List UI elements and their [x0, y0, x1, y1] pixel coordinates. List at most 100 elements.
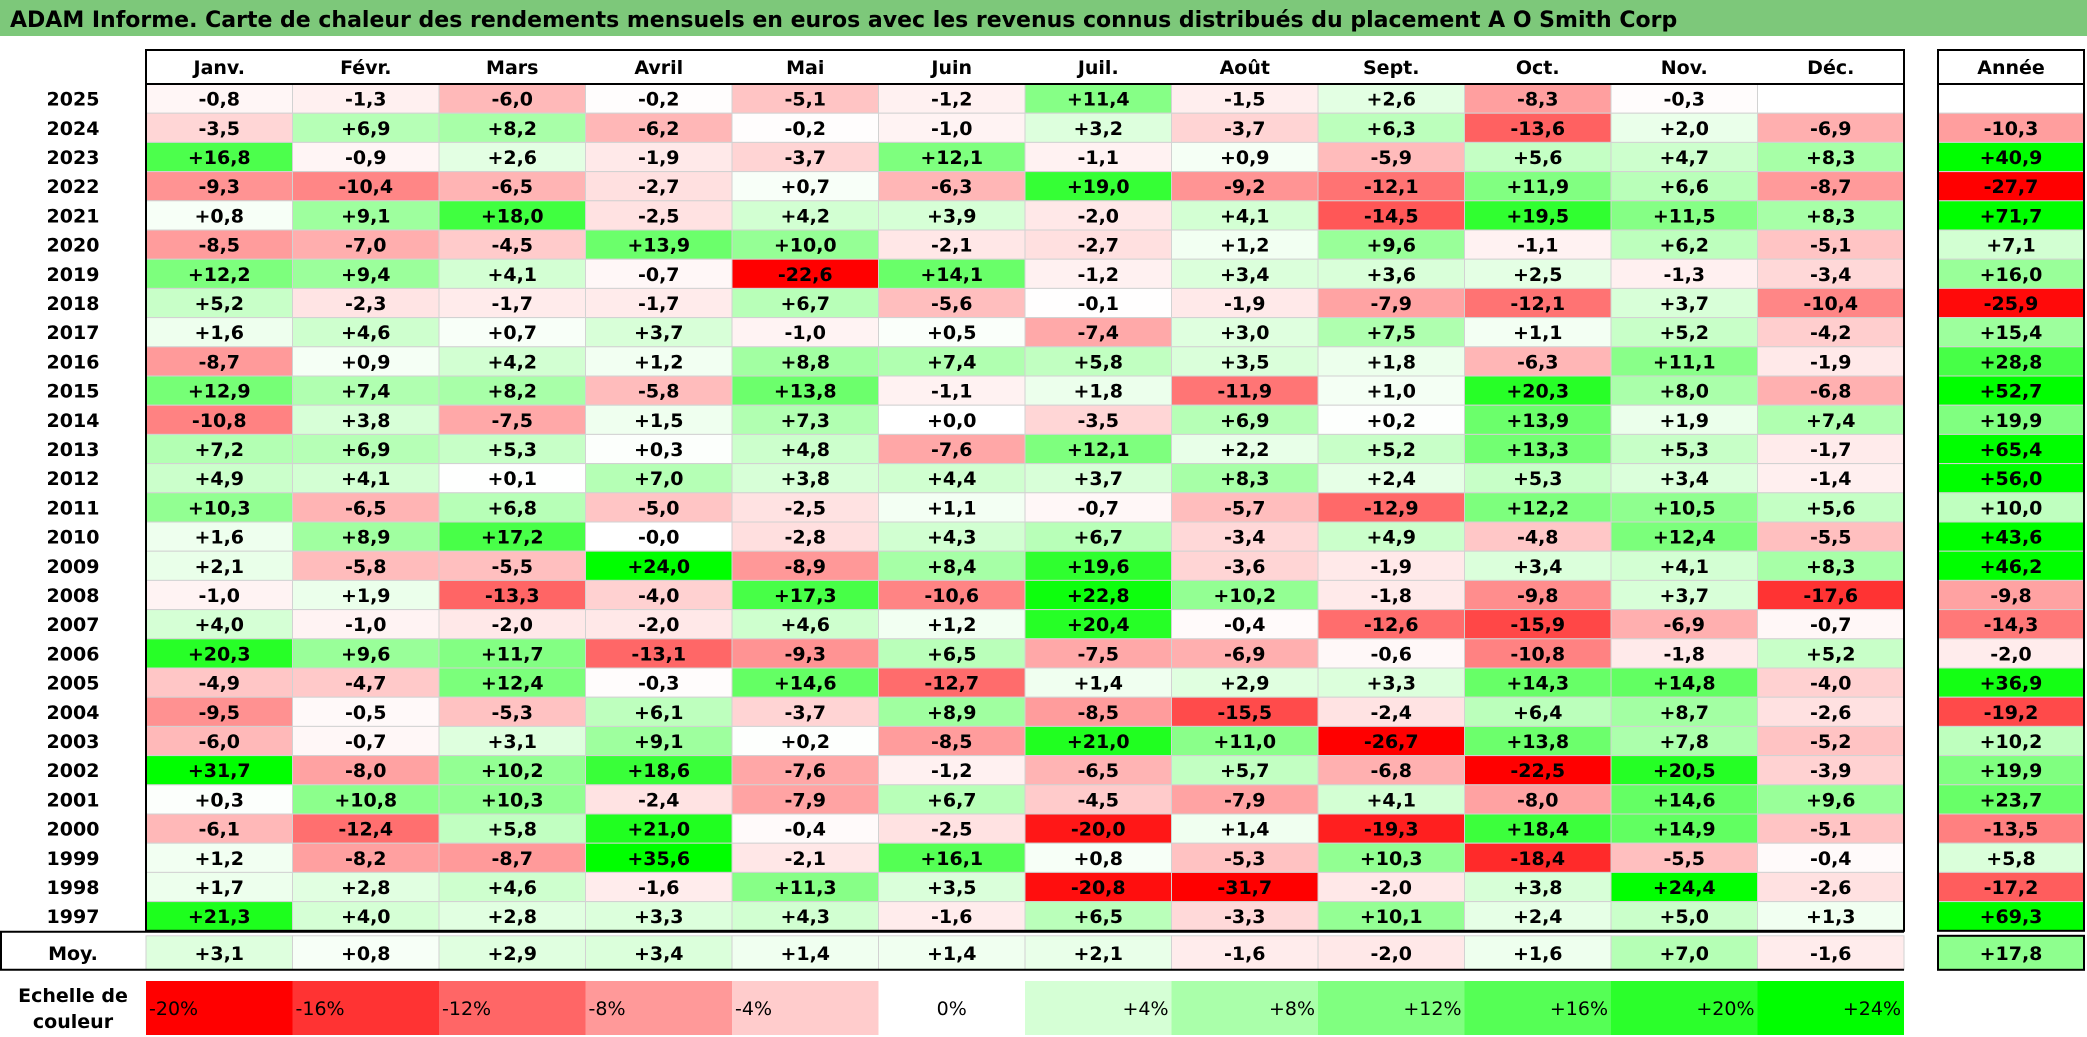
cell-value: -0,2: [784, 118, 826, 140]
annual-value: +10,2: [1980, 731, 2043, 753]
heatmap-cell: [438, 901, 586, 932]
heatmap-cell: [1464, 609, 1612, 640]
cell-value: -0,7: [345, 731, 387, 753]
annual-cell: [1937, 784, 2085, 815]
heatmap-cell: [145, 725, 293, 757]
heatmap-cell: [1757, 492, 1905, 523]
cell-value: -4,5: [1077, 789, 1119, 811]
scale-stop-label: +12%: [1403, 998, 1461, 1020]
year-label: 2018: [47, 293, 100, 315]
year-label: 2011: [47, 497, 100, 519]
cell-value: -2,3: [345, 293, 387, 315]
heatmap-cell: [1171, 842, 1319, 873]
cell-value: -5,1: [1810, 235, 1852, 257]
cell-value: -8,7: [1810, 176, 1852, 198]
heatmap-cell: [1464, 287, 1612, 319]
cell-value: +14,1: [920, 264, 983, 286]
cell-value: +1,2: [194, 848, 244, 870]
cell-value: +10,2: [1213, 585, 1276, 607]
cell-value: +3,8: [341, 410, 391, 432]
cell-value: -6,5: [345, 497, 387, 519]
cell-value: +21,3: [188, 906, 251, 928]
cell-value: +0,3: [194, 789, 244, 811]
cell-value: +1,9: [1659, 410, 1709, 432]
cell-value: -12,1: [1510, 293, 1565, 315]
heatmap-cell: [878, 346, 1026, 377]
cell-value: +8,8: [780, 351, 830, 373]
year-label: 1998: [47, 877, 100, 899]
heatmap-cell: [292, 83, 440, 114]
heatmap-cell: [292, 725, 440, 757]
cell-value: +7,5: [1366, 322, 1416, 344]
cell-value: +6,9: [341, 439, 391, 461]
cell-value: +3,7: [1659, 293, 1709, 315]
cell-value: +4,6: [780, 614, 830, 636]
cell-value: +20,4: [1067, 614, 1130, 636]
cell-value: -0,9: [345, 147, 387, 169]
scale-stop-label: -12%: [442, 998, 491, 1020]
heatmap-cell: [1464, 141, 1612, 173]
annual-value: +23,7: [1980, 789, 2043, 811]
cell-value: +5,0: [1659, 906, 1709, 928]
heatmap-cell: [1024, 609, 1172, 640]
cell-value: -5,0: [638, 497, 680, 519]
average-cell: [1024, 935, 1172, 971]
scale-swatch: [1025, 981, 1172, 1035]
cell-value: -2,7: [638, 176, 680, 198]
cell-value: -5,5: [1663, 848, 1705, 870]
cell-value: +0,0: [927, 410, 977, 432]
cell-value: +9,6: [341, 643, 391, 665]
cell-value: +4,1: [1220, 205, 1270, 227]
cell-value: -1,3: [345, 89, 387, 111]
cell-value: +0,7: [780, 176, 830, 198]
heatmap-cell: [585, 171, 733, 202]
cell-value: -18,4: [1510, 848, 1565, 870]
annual-cell: [1937, 317, 2085, 348]
cell-value: +1,9: [341, 585, 391, 607]
heatmap-cell: [438, 83, 586, 114]
cell-value: +2,8: [487, 906, 537, 928]
heatmap-cell: [731, 463, 879, 494]
heatmap-cell: [1610, 141, 1758, 173]
heatmap-cell: [1317, 433, 1465, 465]
cell-value: +0,2: [780, 731, 830, 753]
heatmap-cell: [1610, 229, 1758, 260]
cell-value: -6,5: [1077, 760, 1119, 782]
annual-value: +19,9: [1980, 410, 2043, 432]
cell-value: +3,4: [1513, 556, 1563, 578]
cell-value: +12,2: [1506, 497, 1569, 519]
cell-value: +11,4: [1067, 89, 1130, 111]
cell-value: +18,4: [1506, 819, 1569, 841]
cell-value: +4,0: [341, 906, 391, 928]
heatmap-cell: [1171, 463, 1319, 494]
heatmap-cell: [438, 492, 586, 523]
heatmap-cell: [292, 871, 440, 903]
cell-value: +1,2: [634, 351, 684, 373]
cell-value: +14,9: [1653, 819, 1716, 841]
heatmap-cell: [1464, 725, 1612, 757]
heatmap-cell: [1464, 112, 1612, 143]
cell-value: +1,1: [1513, 322, 1563, 344]
cell-value: -6,9: [1810, 118, 1852, 140]
cell-value: -1,9: [638, 147, 680, 169]
cell-value: -3,3: [1224, 906, 1266, 928]
cell-value: +8,3: [1806, 205, 1856, 227]
heatmap-cell: [585, 550, 733, 581]
heatmap-cell: [1757, 901, 1905, 932]
annual-cell: [1937, 83, 2085, 114]
cell-value: +6,7: [780, 293, 830, 315]
heatmap-cell: [585, 609, 733, 640]
cell-value: +3,7: [634, 322, 684, 344]
heatmap-cell: [145, 784, 293, 815]
cell-value: -6,0: [491, 89, 533, 111]
heatmap-cell: [1464, 171, 1612, 202]
average-cell: [1757, 935, 1905, 971]
cell-value: -14,5: [1364, 205, 1419, 227]
cell-value: +1,4: [1220, 819, 1270, 841]
heatmap-cell: [1757, 842, 1905, 873]
heatmap-cell: [878, 433, 1026, 465]
cell-value: -17,6: [1803, 585, 1858, 607]
heatmap-cell: [1610, 404, 1758, 435]
cell-value: +4,4: [927, 468, 977, 490]
heatmap-cell: [731, 317, 879, 348]
